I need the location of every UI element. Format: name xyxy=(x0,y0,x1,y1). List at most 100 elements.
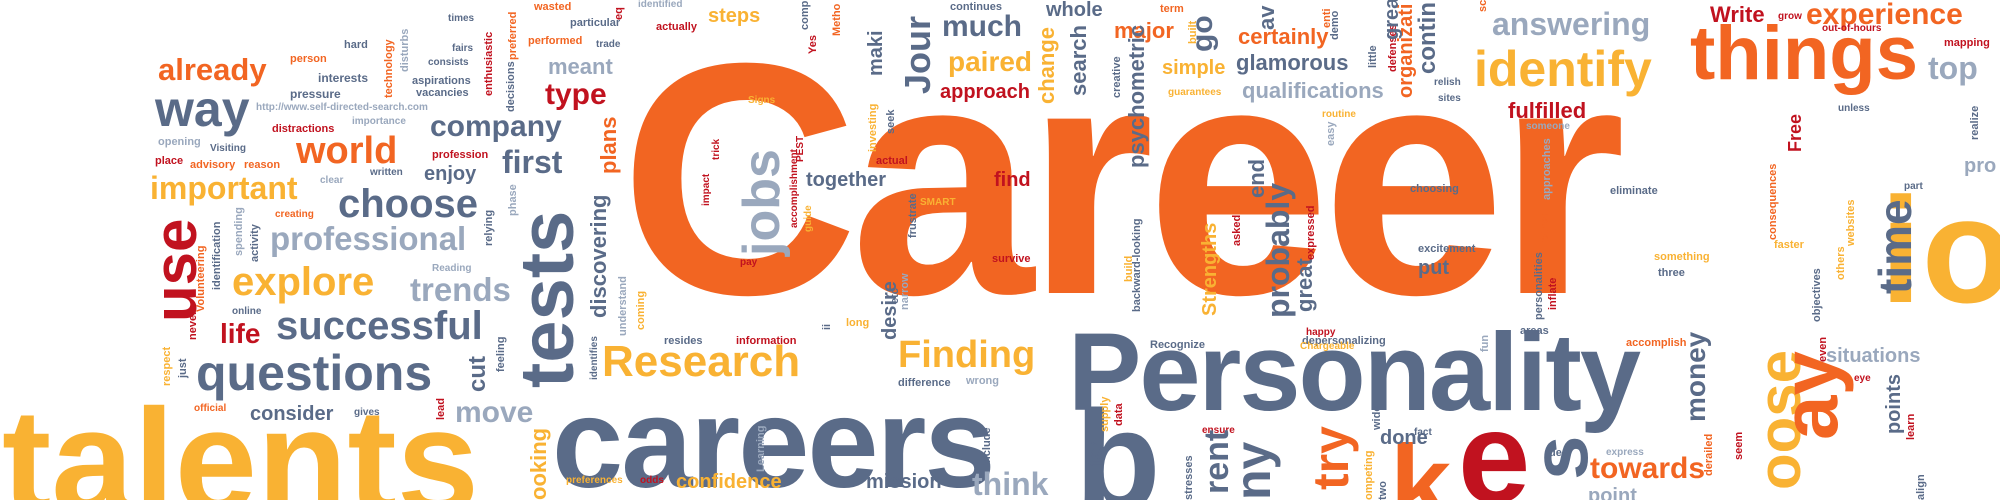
word-eliminate: eliminate xyxy=(1610,185,1658,197)
word-activity: activity xyxy=(249,224,261,262)
word-mission: mission xyxy=(866,471,942,493)
word-eye: eye xyxy=(1854,373,1871,384)
word-fragment-grea: grea xyxy=(1381,0,1403,40)
word-objectives: objectives xyxy=(1811,268,1823,322)
word-narrow: narrow xyxy=(899,273,911,310)
word-glamorous: glamorous xyxy=(1236,50,1349,75)
word-little: little xyxy=(1367,45,1379,68)
word-finding: Finding xyxy=(898,334,1036,376)
word-actual: actual xyxy=(876,155,908,167)
word-easy: easy xyxy=(1325,121,1337,146)
word-learning: Learning xyxy=(755,425,767,472)
word-fragment-b: b xyxy=(1075,381,1161,500)
word-fact: fact xyxy=(1414,427,1432,438)
word-vacancies: vacancies xyxy=(416,87,469,99)
word-understand: understand xyxy=(617,276,629,336)
word-respect: respect xyxy=(161,346,173,386)
word-company: company xyxy=(430,110,562,143)
word-routine: routine xyxy=(1322,109,1356,120)
word-discovering: discovering xyxy=(586,194,611,318)
word-built: built xyxy=(1187,20,1199,44)
word-great: great xyxy=(1292,258,1317,312)
word-creative: creative xyxy=(1111,56,1123,98)
word-research: Research xyxy=(602,337,801,386)
word-jobs: jobs xyxy=(733,149,791,256)
word-identification: identification xyxy=(211,221,223,290)
word-aspirations: aspirations xyxy=(412,75,471,87)
word-already: already xyxy=(158,52,267,87)
word-signs: Signs xyxy=(748,95,776,106)
word-place: place xyxy=(155,155,184,167)
word-preferred: preferred xyxy=(507,11,519,60)
word-ay: ay xyxy=(1765,351,1854,440)
word-end: end xyxy=(1244,158,1269,198)
word-fragment-metho: Metho xyxy=(831,3,843,36)
word-websites: websites xyxy=(1845,199,1857,246)
word-fragment-yes: Yes xyxy=(807,35,819,54)
word-asked: asked xyxy=(1231,214,1243,246)
word-relish: relish xyxy=(1434,77,1461,88)
word-idea: idea xyxy=(1546,447,1569,459)
word-fragment-k: k xyxy=(1390,423,1452,500)
word-fragment-rent: rent xyxy=(1198,429,1236,494)
word-person: person xyxy=(290,53,327,65)
word-expressed: expressed xyxy=(1305,205,1317,260)
word-type: type xyxy=(545,78,607,111)
word-paired: paired xyxy=(948,46,1033,77)
word-fragment-school: school xyxy=(1477,0,1489,12)
word-psychometric: psychometric xyxy=(1124,24,1149,168)
word-talents: talents xyxy=(2,379,480,500)
word-technology: technology xyxy=(383,39,395,98)
word-accomplish: accomplish xyxy=(1626,337,1687,349)
word-volunteering: Volunteering xyxy=(195,245,207,312)
word-major: major xyxy=(1114,18,1174,43)
word-difference: difference xyxy=(898,377,951,389)
word-top: top xyxy=(1928,50,1978,86)
word-url: http://www.self-directed-search.com xyxy=(256,102,428,113)
word-performed: performed xyxy=(528,35,583,47)
word-pressure: pressure xyxy=(290,87,341,101)
word-world: world xyxy=(296,130,398,172)
word-gives: gives xyxy=(354,407,380,418)
word-explore: explore xyxy=(232,260,375,304)
word-realize: realize xyxy=(1969,105,1981,140)
word-faster: faster xyxy=(1774,239,1804,251)
word-life: life xyxy=(220,318,261,349)
word-others: others xyxy=(1835,246,1847,280)
word-consider: consider xyxy=(250,403,334,425)
word-fragment-competing: ompeting xyxy=(1363,450,1375,500)
word-fairs: fairs xyxy=(452,43,474,54)
word-personality: Personality xyxy=(1068,311,1641,434)
word-answering: answering xyxy=(1492,6,1651,42)
word-whole: whole xyxy=(1046,0,1103,21)
word-importance: importance xyxy=(352,116,406,127)
word-consequences: consequences xyxy=(1767,163,1779,240)
word-tests: tests xyxy=(505,210,590,388)
word-out-of-hours: out-of-hours xyxy=(1822,23,1882,34)
word-online: online xyxy=(232,306,262,317)
word-part: part xyxy=(1904,181,1923,192)
word-fulfilled: fulfilled xyxy=(1508,98,1587,123)
word-survive: survive xyxy=(992,253,1031,265)
word-resides: resides xyxy=(664,335,703,347)
word-continues: continues xyxy=(950,1,1002,13)
word-just: just xyxy=(177,358,189,378)
word-far: far xyxy=(1085,440,1107,466)
word-important: important xyxy=(150,170,298,206)
word-reason: reason xyxy=(244,159,281,171)
word-search: search xyxy=(1066,25,1091,96)
word-even: even xyxy=(1817,336,1829,362)
word-fragment-point: point xyxy=(1588,485,1637,500)
word-unless: unless xyxy=(1838,103,1870,114)
word-particular: particular xyxy=(570,17,621,29)
word-put: put xyxy=(1418,257,1450,279)
word-written: written xyxy=(370,167,403,178)
word-money: money xyxy=(1680,331,1711,422)
word-decisions: decisions xyxy=(505,61,517,112)
word-personalities: personalities xyxy=(1533,252,1545,320)
word-term: term xyxy=(1160,3,1184,15)
word-first: first xyxy=(502,144,563,180)
word-build: build xyxy=(1123,255,1135,282)
word-choosing: choosing xyxy=(1410,183,1459,195)
